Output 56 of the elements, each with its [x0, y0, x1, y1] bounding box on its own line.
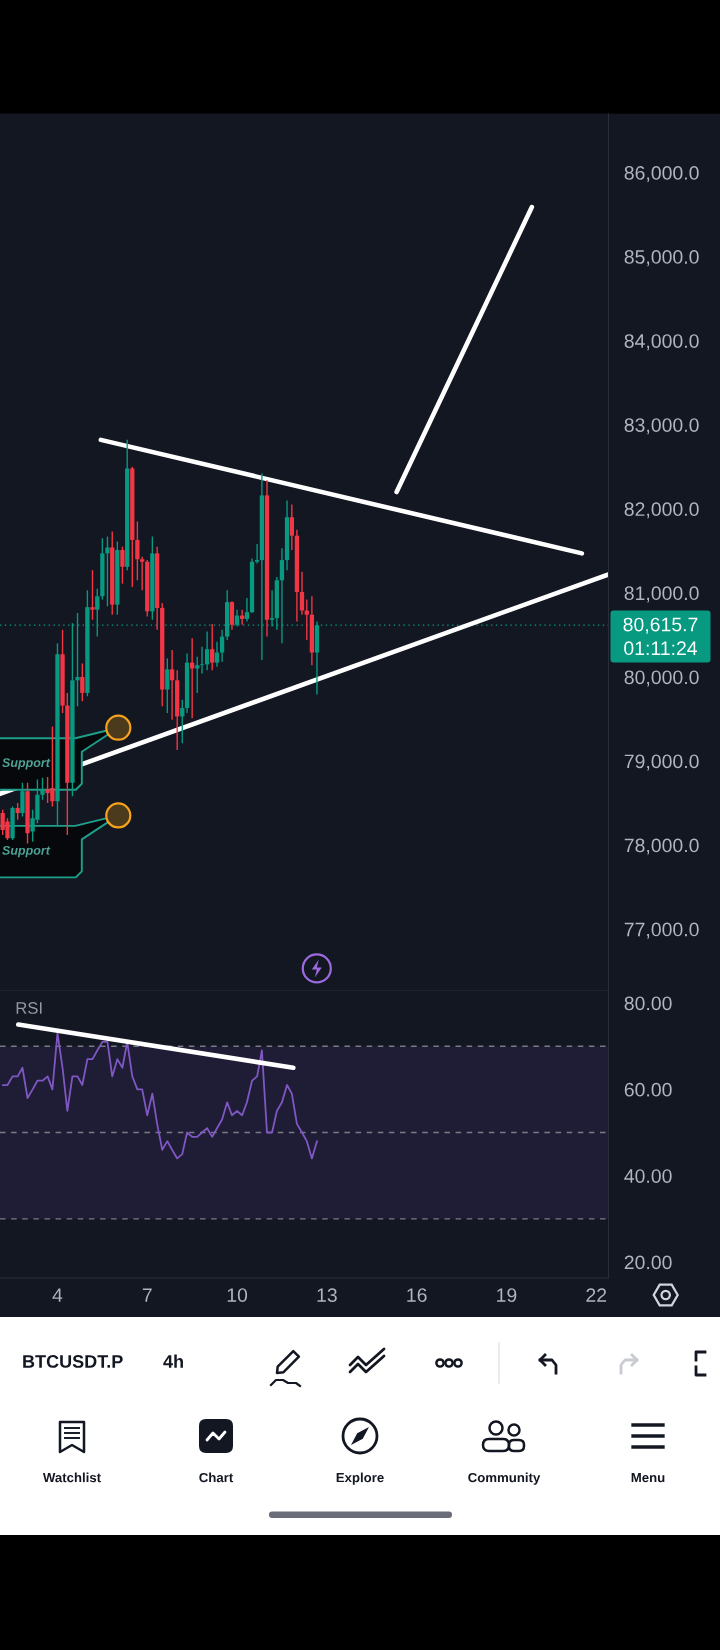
- y-tick-label: 82,000.0: [624, 502, 699, 519]
- candlestick: [204, 630, 210, 671]
- x-tick-label: 13: [317, 1288, 337, 1302]
- annotation: Support: [2, 845, 51, 858]
- y-tick-label: 83,000.0: [624, 418, 699, 435]
- annotation: Support: [2, 758, 51, 770]
- y-tick-label: 20.00: [624, 1255, 672, 1270]
- candlestick: [190, 637, 195, 719]
- text: Menu: [631, 1473, 665, 1483]
- text: Chart: [199, 1472, 234, 1483]
- candlestick: [105, 535, 110, 608]
- candlestick: [20, 782, 25, 818]
- y-tick-label: 79,000.0: [624, 754, 699, 771]
- candlestick: [299, 571, 305, 616]
- candlestick: [229, 600, 235, 631]
- candlestick: [5, 817, 10, 841]
- candlestick: [219, 629, 225, 663]
- candlestick: [169, 649, 175, 721]
- y-tick-label: 80.00: [624, 996, 672, 1011]
- candlestick: [40, 777, 45, 801]
- text: 4h: [163, 1354, 183, 1368]
- candlestick: [90, 569, 95, 621]
- x-tick-label: 7: [142, 1288, 152, 1302]
- candlestick: [165, 657, 170, 714]
- candlestick: [254, 543, 260, 565]
- y-tick-label: 60.00: [624, 1082, 672, 1097]
- candlestick: [244, 597, 250, 623]
- candlestick: [80, 662, 85, 703]
- text: BTCUSDT.P: [23, 1355, 123, 1368]
- y-tick-label: 77,000.0: [624, 922, 699, 939]
- x-tick-label: 16: [407, 1288, 427, 1302]
- y-tick-label: 86,000.0: [624, 166, 699, 183]
- text: RSI: [16, 1002, 42, 1014]
- x-tick-label: 22: [586, 1288, 607, 1302]
- y-tick-label: 80,000.0: [624, 670, 699, 687]
- candlestick: [195, 656, 200, 694]
- x-tick-label: 19: [497, 1288, 517, 1302]
- ref-line-label: 80,615.7: [623, 617, 698, 634]
- line-series: [1, 1032, 318, 1160]
- candlestick: [214, 640, 220, 668]
- text: Explore: [336, 1472, 384, 1485]
- x-tick-label: 10: [227, 1288, 248, 1302]
- candlestick: [199, 645, 205, 675]
- text: Community: [468, 1472, 541, 1485]
- y-tick-label: 40.00: [624, 1169, 672, 1183]
- candlestick: [289, 503, 294, 551]
- candlestick: [120, 545, 125, 585]
- y-tick-label: 84,000.0: [624, 334, 699, 351]
- y-tick-label: 81,000.0: [624, 586, 699, 603]
- y-tick-label: 78,000.0: [624, 838, 699, 855]
- text: 01:11:24: [624, 641, 698, 656]
- candlestick: [279, 547, 285, 645]
- text: Watchlist: [42, 1472, 101, 1483]
- y-tick-label: 85,000.0: [624, 250, 699, 267]
- candlestick: [210, 623, 215, 671]
- x-tick-label: 4: [52, 1288, 63, 1302]
